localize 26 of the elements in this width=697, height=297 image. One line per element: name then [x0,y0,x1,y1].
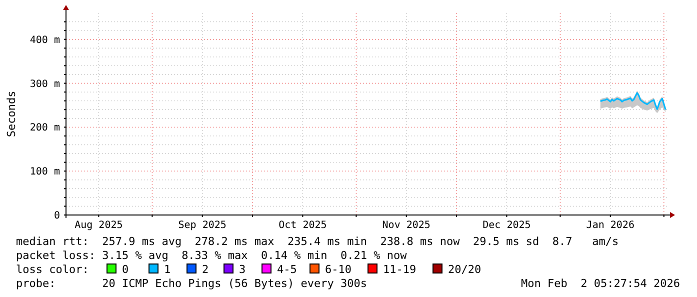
text: 2 [202,263,209,276]
text: 11-19 [383,263,416,276]
text: 20/20 [448,263,482,276]
text: probe: 20 ICMP Echo Pings (56 Bytes) every 300s [16,277,367,290]
text: median rtt: 257.9 ms avg 278.2 ms max 235.4 ms min 238.8 ms now 29.5 ms sd 8.7 am/s [16,235,619,248]
x-tick-label: Sep 2025 [178,220,226,231]
x-tick-label: Nov 2025 [382,220,430,231]
x-tick-label: Aug 2025 [74,220,123,231]
text: 4-5 [277,263,297,276]
y-tick-label: 300 m [30,78,60,90]
line-series [600,92,666,110]
text: 0 [122,263,129,276]
y-tick-label: 400 m [30,34,60,46]
text: loss color: [16,263,89,276]
text: 1 [164,263,171,276]
text: Mon Feb 2 05:27:54 2026 [521,277,680,290]
y-tick-label: 0 [54,210,60,222]
text: 6-10 [325,263,352,276]
x-tick-label: Oct 2025 [278,220,327,231]
y-tick-label: 200 m [30,122,60,134]
text: packet loss: 3.15 % avg 8.33 % max 0.14 % min 0.21 % now [16,249,408,262]
x-tick-label: Dec 2025 [482,220,531,231]
text: 3 [239,263,246,276]
y-tick-label: 100 m [30,166,60,178]
x-tick-label: Jan 2026 [586,220,634,231]
y-axis-title: Seconds [5,90,18,138]
